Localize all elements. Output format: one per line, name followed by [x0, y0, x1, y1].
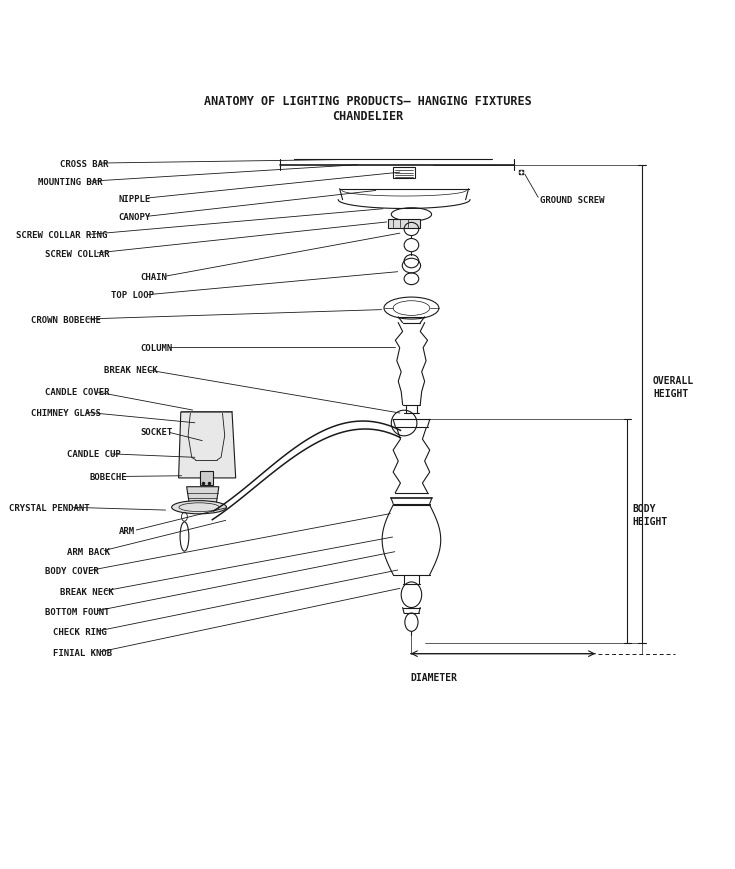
Text: CHECK RING: CHECK RING — [53, 627, 107, 636]
Text: CROSS BAR: CROSS BAR — [60, 159, 108, 169]
Text: BOBECHE: BOBECHE — [89, 473, 127, 481]
Polygon shape — [388, 220, 420, 229]
Text: CROWN BOBECHE: CROWN BOBECHE — [31, 315, 101, 324]
Text: SCREW COLLAR: SCREW COLLAR — [46, 249, 110, 258]
Text: OVERALL
HEIGHT: OVERALL HEIGHT — [653, 375, 694, 399]
Text: NIPPLE: NIPPLE — [118, 195, 151, 203]
Ellipse shape — [172, 501, 226, 514]
Polygon shape — [187, 488, 219, 506]
Text: ARM: ARM — [118, 527, 135, 535]
Text: CHANDELIER: CHANDELIER — [332, 109, 403, 123]
Text: CANOPY: CANOPY — [118, 213, 151, 222]
Text: SOCKET: SOCKET — [140, 428, 173, 437]
Text: BODY COVER: BODY COVER — [46, 567, 99, 576]
Text: CHIMNEY GLASS: CHIMNEY GLASS — [31, 408, 101, 417]
Text: BODY
HEIGHT: BODY HEIGHT — [633, 503, 668, 527]
Text: BOTTOM FOUNT: BOTTOM FOUNT — [46, 607, 110, 616]
Text: COLUMN: COLUMN — [140, 344, 173, 353]
Text: CHAIN: CHAIN — [140, 273, 168, 282]
Text: FINIAL KNOB: FINIAL KNOB — [53, 648, 112, 657]
Text: CANDLE CUP: CANDLE CUP — [68, 450, 121, 459]
Text: BREAK NECK: BREAK NECK — [60, 587, 114, 596]
Text: ARM BACK: ARM BACK — [68, 547, 110, 556]
Polygon shape — [179, 413, 236, 478]
Text: BREAK NECK: BREAK NECK — [104, 366, 157, 375]
Text: ANATOMY OF LIGHTING PRODUCTS– HANGING FIXTURES: ANATOMY OF LIGHTING PRODUCTS– HANGING FI… — [204, 96, 531, 109]
Polygon shape — [200, 471, 213, 486]
Text: GROUND SCREW: GROUND SCREW — [539, 196, 604, 205]
Text: MOUNTING BAR: MOUNTING BAR — [38, 177, 102, 187]
Text: CANDLE COVER: CANDLE COVER — [46, 388, 110, 396]
Text: DIAMETER: DIAMETER — [410, 673, 457, 682]
Text: CRYSTAL PENDANT: CRYSTAL PENDANT — [9, 503, 90, 512]
Text: SCREW COLLAR RING: SCREW COLLAR RING — [16, 231, 107, 240]
Text: TOP LOOP: TOP LOOP — [111, 291, 154, 300]
